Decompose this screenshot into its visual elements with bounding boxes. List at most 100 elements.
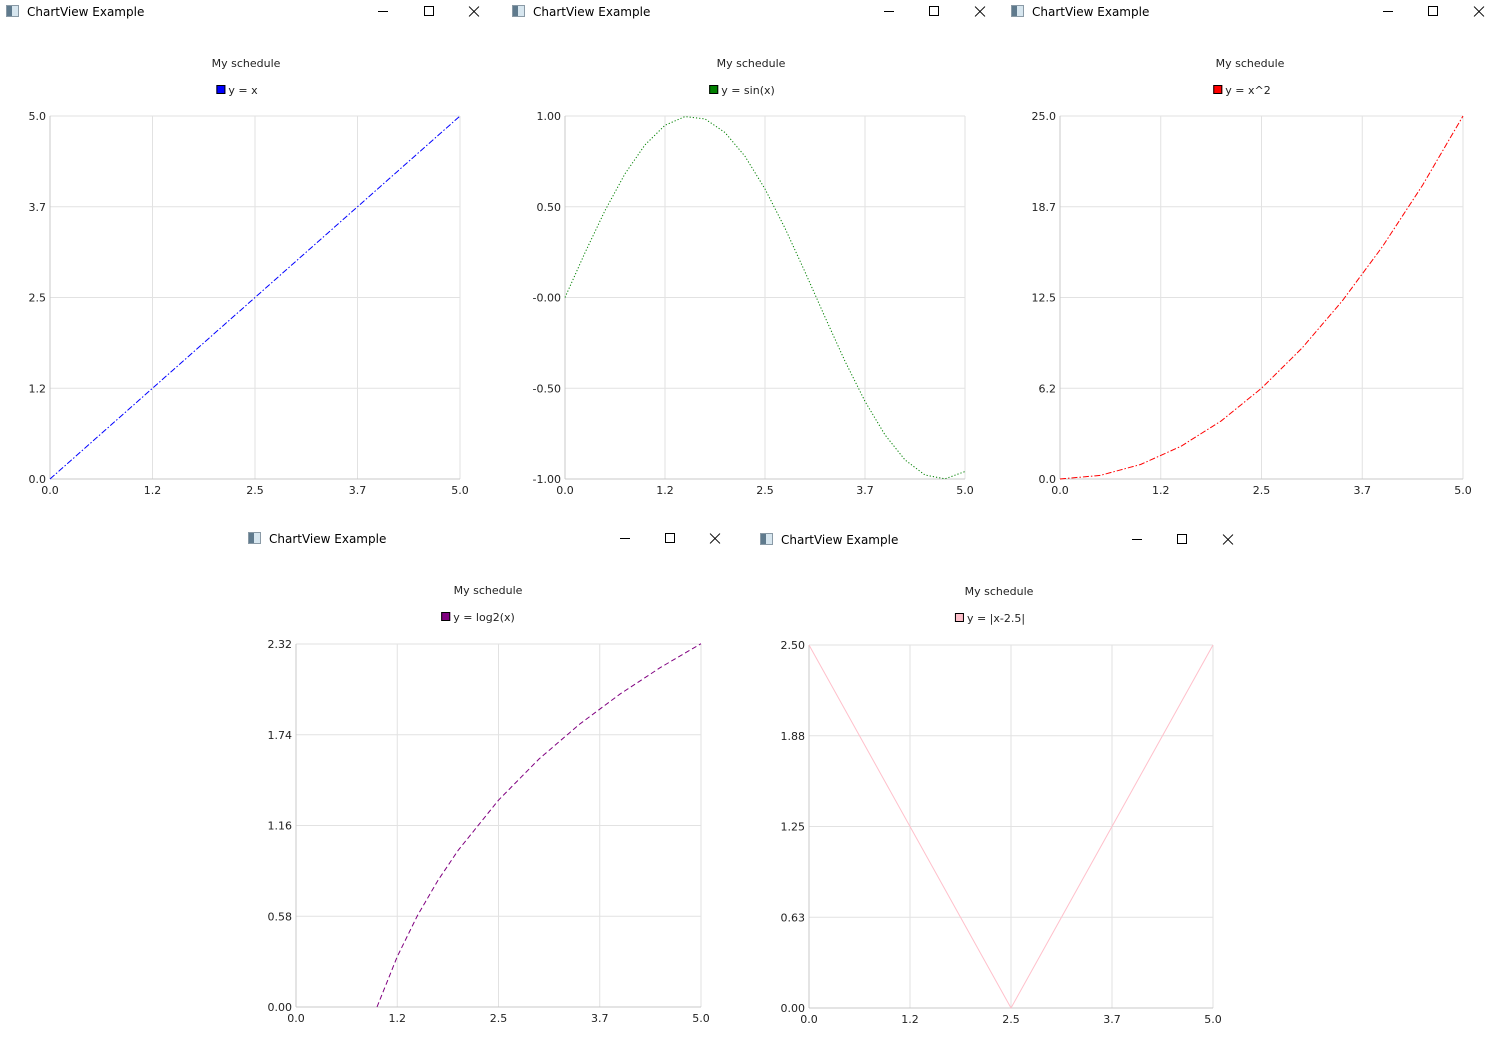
maximize-icon[interactable] — [407, 0, 451, 22]
y-tick-label: 0.0 — [29, 473, 47, 486]
minimize-icon[interactable] — [361, 0, 405, 22]
x-tick-label: 3.7 — [856, 484, 874, 497]
series-line — [376, 643, 702, 1008]
y-tick-label: -0.00 — [533, 292, 561, 305]
chart-legend: y = log2(x) — [441, 611, 515, 625]
series-line — [49, 115, 461, 480]
x-tick-label: 1.2 — [144, 484, 162, 497]
minimize-icon[interactable] — [1366, 0, 1410, 22]
y-tick-label: 1.00 — [537, 110, 562, 123]
y-tick-label: 2.32 — [268, 638, 293, 651]
legend-marker — [709, 85, 719, 94]
window-titlebar[interactable]: ChartView Example — [242, 527, 739, 551]
y-tick-label: 25.0 — [1032, 110, 1057, 123]
legend-label: y = sin(x) — [721, 84, 775, 97]
window-title: ChartView Example — [269, 532, 387, 546]
y-tick-label: 1.16 — [268, 820, 293, 833]
x-tick-label: 2.5 — [490, 1012, 508, 1025]
chart-window-3: ChartView Example My schedule y = x^2 0.… — [1005, 0, 1498, 510]
series-line — [564, 116, 966, 480]
legend-label: y = |x-2.5| — [966, 612, 1026, 625]
legend-marker — [216, 85, 226, 94]
legend-label: y = x^2 — [1225, 84, 1271, 97]
x-tick-label: 3.7 — [349, 484, 367, 497]
window-title: ChartView Example — [781, 533, 899, 547]
y-tick-label: 1.2 — [29, 382, 47, 395]
series-line — [808, 644, 1214, 1010]
y-tick-label: 6.2 — [1039, 382, 1057, 395]
window-titlebar[interactable]: ChartView Example — [0, 0, 498, 24]
chart-legend: y = |x-2.5| — [954, 612, 1026, 626]
x-tick-label: 0.0 — [556, 484, 574, 497]
y-tick-label: -0.50 — [533, 382, 561, 395]
window-titlebar[interactable]: ChartView Example — [506, 0, 998, 24]
y-tick-label: -1.00 — [533, 473, 561, 486]
minimize-icon[interactable] — [603, 527, 647, 549]
chart-plot: 0.0 1.2 2.5 3.7 5.0 -1.00 -0.50 -0.00 0.50 1.00 — [533, 110, 974, 497]
x-tick-label: 2.5 — [756, 484, 774, 497]
x-tick-label: 0.0 — [287, 1012, 305, 1025]
y-tick-label: 1.74 — [268, 729, 293, 742]
window-titlebar[interactable]: ChartView Example — [754, 528, 1254, 552]
y-tick-label: 2.5 — [29, 292, 47, 305]
chart-title: My schedule — [1215, 57, 1285, 70]
maximize-icon[interactable] — [912, 0, 956, 22]
x-tick-label: 3.7 — [591, 1012, 609, 1025]
chart-title: My schedule — [211, 57, 281, 70]
legend-marker — [1213, 85, 1223, 94]
x-tick-label: 0.0 — [1051, 484, 1069, 497]
y-tick-label: 3.7 — [29, 201, 47, 214]
legend-label: y = x — [228, 84, 258, 97]
chart-plot: 0.0 1.2 2.5 3.7 5.0 0.0 1.2 2.5 3.7 5.0 — [29, 110, 469, 497]
y-tick-label: 2.50 — [781, 639, 806, 652]
minimize-icon[interactable] — [867, 0, 911, 22]
x-tick-label: 2.5 — [246, 484, 264, 497]
maximize-icon[interactable] — [1411, 0, 1455, 22]
chart-plot: 0.0 1.2 2.5 3.7 5.0 0.0 6.2 12.5 18.7 25.0 — [1032, 110, 1472, 497]
y-tick-label: 1.88 — [781, 730, 806, 743]
chart-title: My schedule — [964, 585, 1034, 598]
x-tick-label: 1.2 — [656, 484, 674, 497]
y-tick-label: 12.5 — [1032, 292, 1057, 305]
app-window-icon — [6, 5, 19, 17]
x-tick-label: 5.0 — [956, 484, 974, 497]
maximize-icon[interactable] — [648, 527, 692, 549]
chart-window-4: ChartView Example My schedule y = log2(x… — [242, 527, 739, 1058]
x-tick-label: 1.2 — [901, 1013, 919, 1026]
x-tick-label: 0.0 — [41, 484, 59, 497]
app-window-icon — [1011, 5, 1024, 17]
chart-plot: 0.0 1.2 2.5 3.7 5.0 0.00 0.58 1.16 1.74 2.32 — [268, 638, 710, 1025]
chart-legend: y = x^2 — [1213, 84, 1271, 98]
chart-legend: y = x — [216, 84, 258, 98]
y-tick-label: 0.63 — [781, 911, 806, 924]
x-tick-label: 3.7 — [1354, 484, 1372, 497]
window-title: ChartView Example — [533, 5, 651, 19]
x-tick-label: 1.2 — [389, 1012, 407, 1025]
legend-label: y = log2(x) — [453, 611, 515, 624]
y-tick-label: 0.00 — [781, 1002, 806, 1015]
window-titlebar[interactable]: ChartView Example — [1005, 0, 1498, 24]
app-window-icon — [512, 5, 525, 17]
minimize-icon[interactable] — [1115, 528, 1159, 550]
y-tick-label: 0.00 — [268, 1001, 293, 1014]
legend-marker — [954, 613, 964, 622]
y-tick-label: 18.7 — [1032, 201, 1057, 214]
y-tick-label: 0.58 — [268, 910, 293, 923]
window-title: ChartView Example — [27, 5, 145, 19]
y-tick-label: 0.50 — [537, 201, 562, 214]
chart-window-5: ChartView Example My schedule y = |x-2.5… — [754, 528, 1254, 1058]
chart-window-2: ChartView Example My schedule y = sin(x)… — [506, 0, 998, 510]
chart-title: My schedule — [453, 584, 523, 597]
legend-marker — [441, 612, 451, 621]
x-tick-label: 0.0 — [800, 1013, 818, 1026]
window-title: ChartView Example — [1032, 5, 1150, 19]
chart-window-1: ChartView Example My schedule y = x 0.0 1… — [0, 0, 498, 510]
x-tick-label: 5.0 — [1454, 484, 1472, 497]
x-tick-label: 5.0 — [451, 484, 469, 497]
x-tick-label: 2.5 — [1253, 484, 1271, 497]
y-tick-label: 1.25 — [781, 821, 806, 834]
x-tick-label: 1.2 — [1152, 484, 1170, 497]
maximize-icon[interactable] — [1160, 528, 1204, 550]
y-tick-label: 5.0 — [29, 110, 47, 123]
app-window-icon — [760, 533, 773, 545]
